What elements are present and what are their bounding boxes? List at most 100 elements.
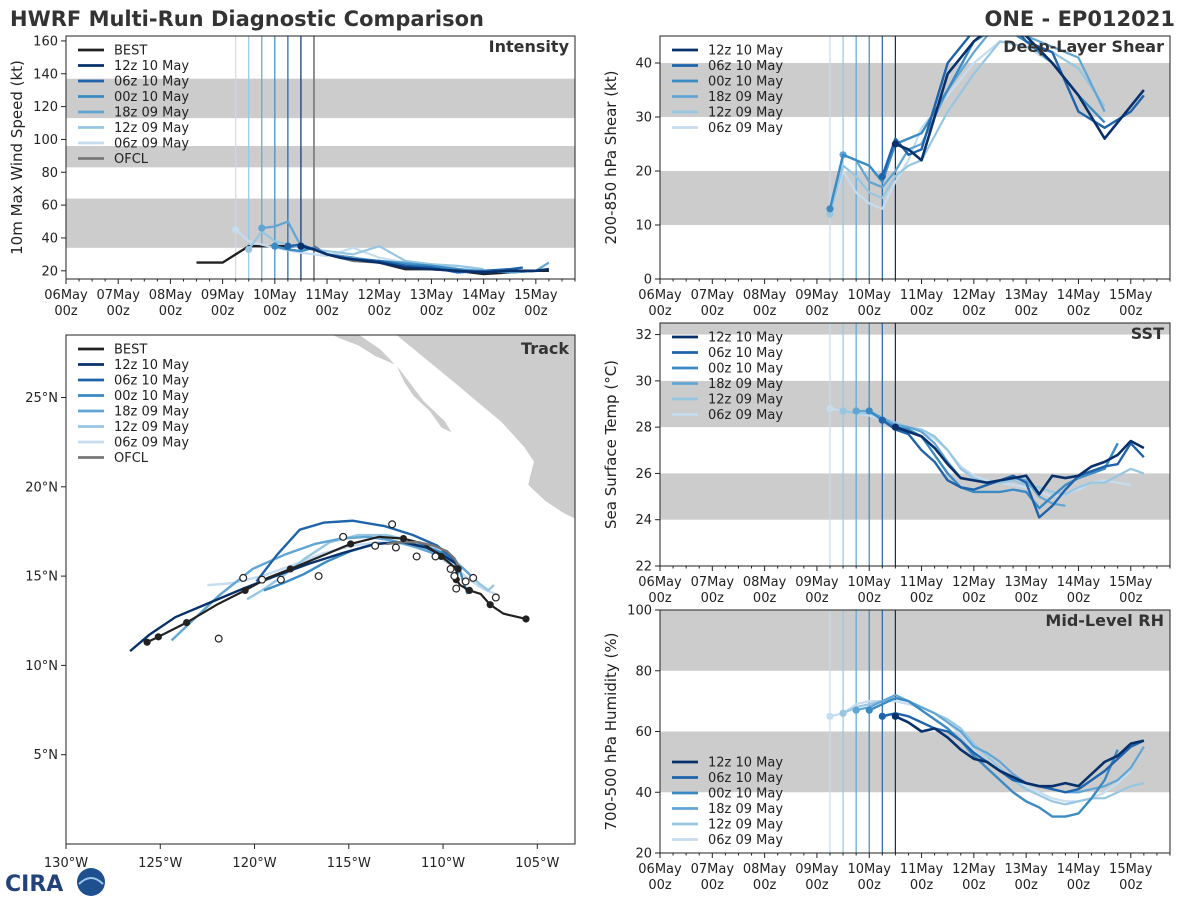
x-tick-label: 00z bbox=[420, 304, 444, 319]
legend-label: 06z 10 May bbox=[708, 346, 783, 361]
x-tick-label: 15May bbox=[1109, 288, 1153, 303]
legend-label: 00z 10 May bbox=[114, 90, 189, 105]
legend-label: 12z 10 May bbox=[708, 756, 783, 771]
y-tick-label: 100 bbox=[33, 133, 58, 148]
series-line bbox=[881, 36, 1145, 177]
best-track-marker bbox=[399, 535, 408, 543]
x-tick-label: 12May bbox=[952, 575, 996, 590]
best-track-marker bbox=[154, 633, 162, 641]
legend-label: 06z 10 May bbox=[708, 771, 783, 786]
y-tick-label: 22 bbox=[635, 560, 652, 575]
y-tick-label: 26 bbox=[635, 467, 652, 482]
lat-tick-label: 5°N bbox=[34, 748, 59, 763]
legend-label: 06z 09 May bbox=[708, 833, 783, 848]
x-tick-label: 00z bbox=[1014, 591, 1038, 606]
sst-panel: 22242628303206May00z07May00z08May00z09Ma… bbox=[602, 322, 1171, 606]
shading-band bbox=[660, 473, 1170, 520]
legend-label: 00z 10 May bbox=[708, 75, 783, 90]
legend-label: 12z 09 May bbox=[708, 393, 783, 408]
y-tick-label: 60 bbox=[41, 199, 58, 214]
x-tick-label: 00z bbox=[648, 591, 672, 606]
series-start-marker bbox=[839, 407, 847, 415]
rh-panel: 2040608010006May00z07May00z08May00z09May… bbox=[602, 604, 1171, 893]
series-start-marker bbox=[245, 245, 253, 254]
x-tick-label: 00z bbox=[1067, 878, 1091, 893]
best-track-marker bbox=[522, 615, 530, 623]
x-tick-label: 00z bbox=[701, 304, 725, 319]
shading-band bbox=[660, 380, 1170, 428]
best-track-marker bbox=[486, 601, 494, 609]
best-track-marker bbox=[183, 618, 191, 627]
y-tick-label: 28 bbox=[635, 421, 652, 436]
x-tick-label: 11May bbox=[900, 575, 944, 590]
best-track-marker bbox=[241, 586, 249, 594]
track-map-body bbox=[129, 335, 575, 653]
x-tick-label: 00z bbox=[1067, 591, 1091, 606]
forecast-point-marker bbox=[469, 573, 478, 582]
x-tick-label: 10May bbox=[253, 288, 297, 303]
lon-tick-label: 130°W bbox=[44, 856, 88, 871]
series-line bbox=[894, 36, 1145, 162]
shear-plot-body bbox=[660, 36, 1170, 279]
x-tick-label: 00z bbox=[648, 304, 672, 319]
legend-label: 06z 10 May bbox=[708, 59, 783, 74]
x-tick-label: 00z bbox=[858, 878, 882, 893]
legend-label: 12z 09 May bbox=[708, 818, 783, 833]
shading-band bbox=[660, 171, 1170, 225]
x-tick-label: 06May bbox=[44, 288, 88, 303]
forecast-point-marker bbox=[371, 541, 380, 550]
x-tick-label: 06May bbox=[638, 575, 682, 590]
intensity-panel: 2040608010012014016006May00z07May00z08Ma… bbox=[8, 34, 576, 319]
y-tick-label: 100 bbox=[627, 604, 652, 619]
x-tick-label: 00z bbox=[753, 304, 777, 319]
legend-label: 12z 10 May bbox=[708, 44, 783, 59]
legend-label: 18z 09 May bbox=[114, 405, 189, 420]
x-tick-label: 00z bbox=[107, 304, 131, 319]
lon-tick-label: 120°W bbox=[232, 856, 276, 871]
x-tick-label: 15May bbox=[514, 288, 558, 303]
series-start-marker bbox=[852, 407, 860, 415]
x-tick-label: 00z bbox=[1119, 878, 1143, 893]
track-panel: 5°N 10°N 15°N 20°N 25°N 130°W 125°W 120°W 115°W 1… bbox=[25, 334, 576, 871]
x-tick-label: 12May bbox=[358, 288, 402, 303]
intensity-ylabel: 10m Max Wind Speed (kt) bbox=[8, 60, 26, 255]
x-tick-label: 00z bbox=[1067, 304, 1091, 319]
series-line bbox=[894, 715, 1145, 788]
series-start-marker bbox=[865, 407, 873, 415]
x-tick-label: 00z bbox=[910, 878, 934, 893]
series-start-marker bbox=[826, 405, 834, 413]
y-tick-label: 60 bbox=[635, 725, 652, 740]
series-start-marker bbox=[284, 242, 292, 250]
series-start-marker bbox=[878, 416, 886, 424]
series-line bbox=[894, 425, 1145, 496]
x-tick-label: 00z bbox=[1119, 304, 1143, 319]
x-tick-label: 08May bbox=[743, 288, 787, 303]
logo-swoosh-icon bbox=[78, 877, 104, 885]
legend-label: 06z 09 May bbox=[114, 436, 189, 451]
legend-label: 06z 10 May bbox=[114, 75, 189, 90]
x-tick-label: 00z bbox=[753, 591, 777, 606]
forecast-point-marker bbox=[339, 532, 348, 541]
intensity-frame bbox=[65, 35, 576, 280]
y-tick-label: 30 bbox=[635, 374, 652, 389]
lat-tick-label: 10°N bbox=[25, 659, 58, 674]
track-frame bbox=[65, 334, 576, 845]
x-tick-label: 08May bbox=[149, 288, 193, 303]
series-line bbox=[868, 696, 1119, 818]
x-tick-label: 00z bbox=[368, 304, 392, 319]
forecast-point-marker bbox=[391, 543, 400, 552]
forecast-point-marker bbox=[388, 520, 397, 529]
rh-title: Mid-Level RH bbox=[1045, 611, 1164, 630]
plot-area: 2040608010012014016006May00z07May00z08Ma… bbox=[8, 34, 1171, 893]
shading-band bbox=[66, 146, 575, 168]
y-tick-label: 20 bbox=[635, 847, 652, 862]
shading-band bbox=[660, 610, 1170, 671]
legend-label: 06z 09 May bbox=[708, 408, 783, 423]
series-start-marker bbox=[865, 706, 873, 714]
x-tick-label: 00z bbox=[962, 591, 986, 606]
x-tick-label: 00z bbox=[962, 878, 986, 893]
x-tick-label: 11May bbox=[900, 288, 944, 303]
